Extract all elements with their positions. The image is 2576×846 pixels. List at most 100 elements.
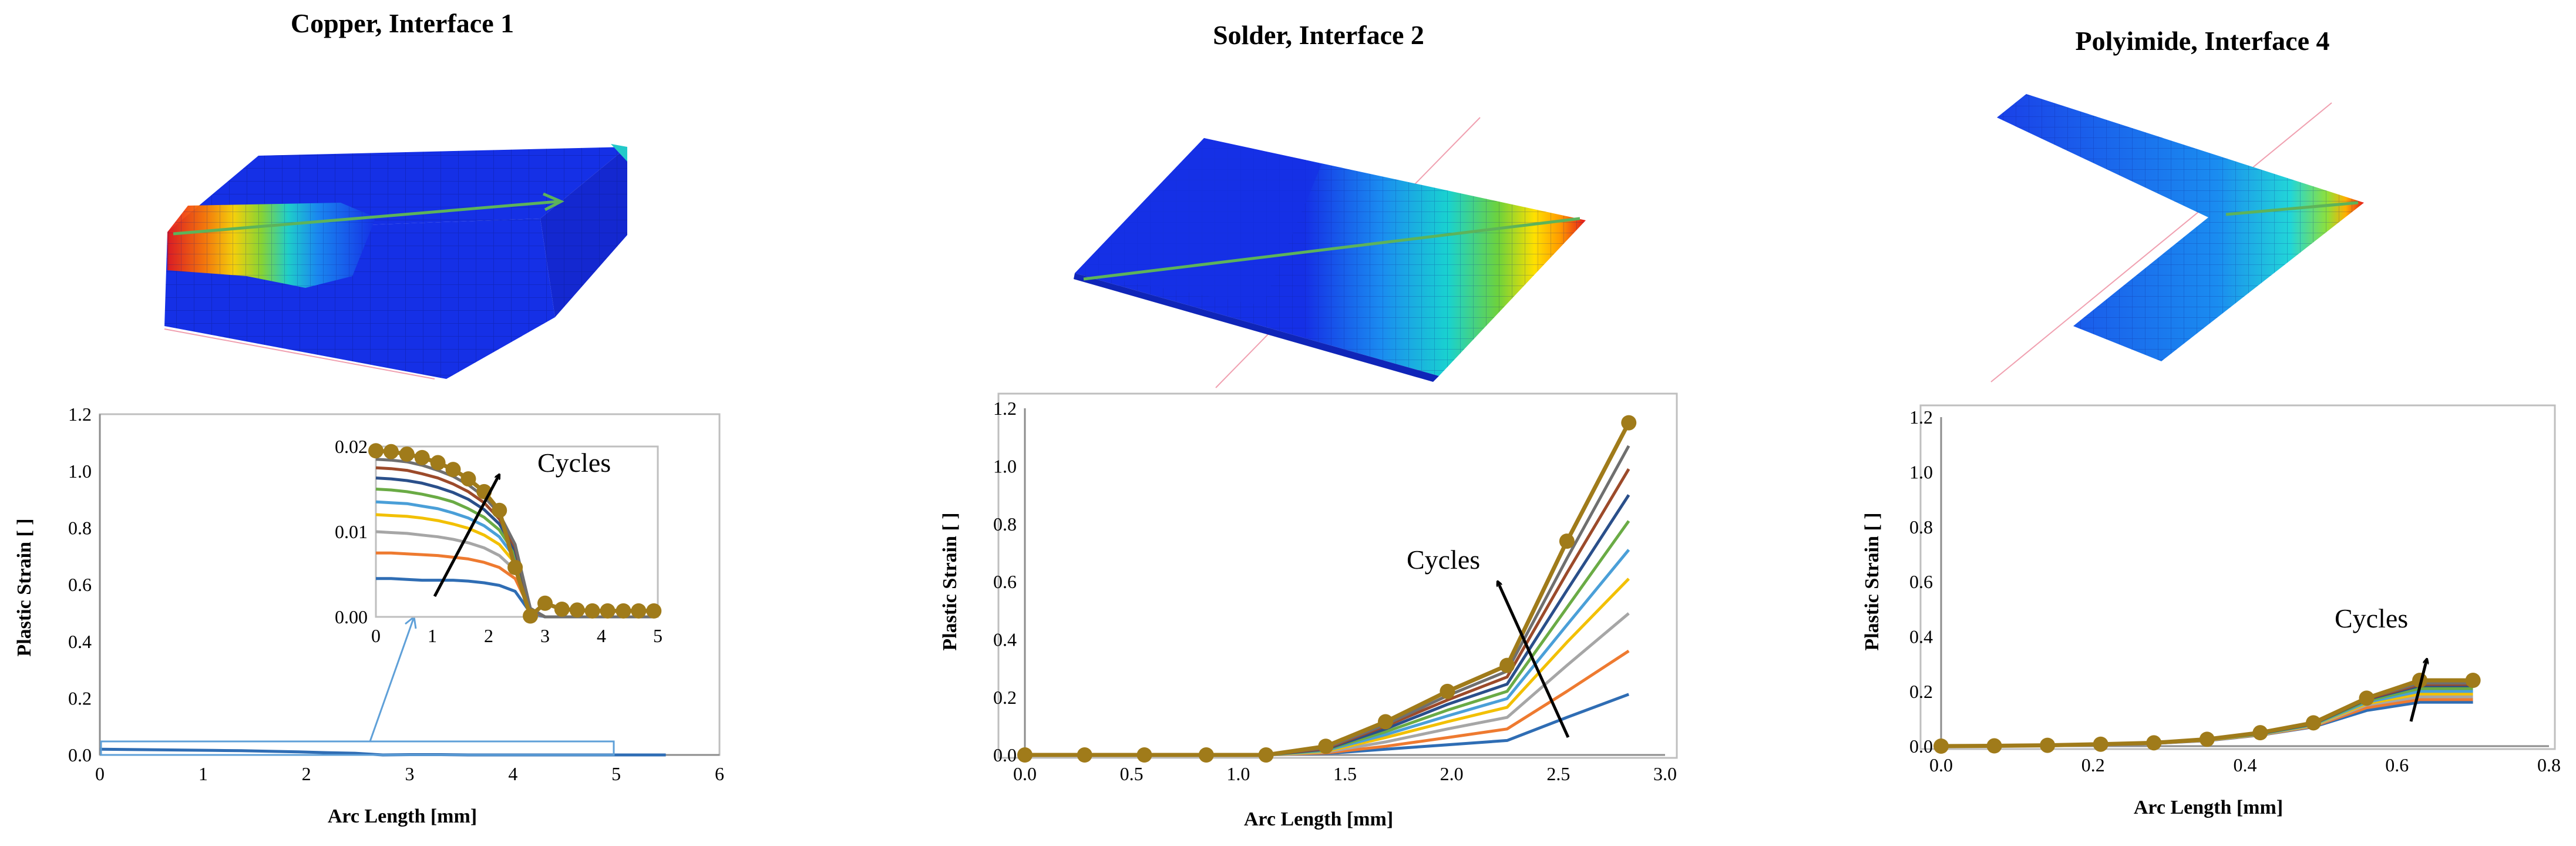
data-point xyxy=(414,449,430,465)
x-tick-label: 0.0 xyxy=(1929,754,1953,776)
x-tick-label: 2.5 xyxy=(1546,763,1570,784)
data-point xyxy=(507,559,523,575)
x-tick-label: 2 xyxy=(484,625,493,646)
x-axis-label: Arc Length [mm] xyxy=(1244,808,1393,830)
data-point xyxy=(537,595,553,611)
data-point xyxy=(383,444,399,459)
x-tick-label: 3 xyxy=(540,625,550,646)
x-tick-label: 1.5 xyxy=(1333,763,1357,784)
y-tick-label: 0.0 xyxy=(68,744,92,766)
chart-copper: 0.0 0.2 0.4 0.6 0.8 1.0 1.2 0 1 2 3 4 5 6 Plastic St… xyxy=(14,404,724,827)
zoom-region-box xyxy=(100,740,615,756)
x-tick-label: 1.0 xyxy=(1226,763,1250,784)
data-point xyxy=(1559,533,1575,549)
x-tick-label: 0.8 xyxy=(2537,754,2561,776)
y-tick-label: 1.2 xyxy=(68,404,92,425)
x-tick-label: 0.6 xyxy=(2385,754,2409,776)
data-point xyxy=(584,603,600,619)
panel-title-copper: Copper, Interface 1 xyxy=(291,8,514,38)
cycles-annotation: Cycles xyxy=(1407,545,1480,575)
cycles-arrow xyxy=(2409,659,2427,722)
x-tick-label: 3.0 xyxy=(1653,763,1677,784)
y-tick-label: 0.0 xyxy=(1909,736,1933,757)
data-point xyxy=(1258,747,1274,763)
data-point xyxy=(2093,736,2108,752)
y-tick-label: 0.01 xyxy=(335,521,368,542)
data-point xyxy=(616,603,631,619)
x-tick-label: 5 xyxy=(653,625,663,646)
y-tick-label: 0.6 xyxy=(68,574,92,595)
data-point xyxy=(2146,735,2162,751)
zoom-callout-line xyxy=(369,616,415,742)
data-point xyxy=(1440,683,1455,699)
y-axis-label: Plastic Strain [ ] xyxy=(14,518,35,656)
x-tick-label: 1 xyxy=(199,763,208,784)
y-tick-label: 1.2 xyxy=(993,398,1017,419)
cycles-annotation: Cycles xyxy=(2335,603,2408,633)
data-point xyxy=(1077,747,1092,763)
x-tick-label: 4 xyxy=(508,763,517,784)
data-point xyxy=(523,608,539,624)
solder-mesh-render xyxy=(1074,117,1586,388)
inset-cycles-annotation: Cycles xyxy=(537,448,611,478)
y-tick-label: 0.2 xyxy=(993,687,1017,708)
data-point xyxy=(1378,714,1394,730)
y-tick-label: 0.2 xyxy=(68,688,92,709)
x-tick-label: 0.0 xyxy=(1013,763,1037,784)
x-tick-label: 0 xyxy=(95,763,105,784)
data-point xyxy=(1198,747,1214,763)
y-tick-label: 0.6 xyxy=(993,571,1017,592)
y-tick-label: 1.2 xyxy=(1909,407,1933,428)
y-tick-label: 0.4 xyxy=(993,629,1017,650)
y-tick-label: 0.4 xyxy=(68,631,92,652)
data-point xyxy=(1318,738,1334,754)
y-tick-label: 0.00 xyxy=(335,606,368,627)
x-tick-label: 2 xyxy=(302,763,311,784)
data-point xyxy=(399,446,415,462)
data-point xyxy=(2040,737,2056,753)
x-axis-label: Arc Length [mm] xyxy=(328,805,477,827)
y-tick-label: 0.02 xyxy=(335,436,368,457)
x-tick-label: 0.4 xyxy=(2234,754,2257,776)
data-point xyxy=(460,471,476,487)
chart-polyimide: 0.0 0.2 0.4 0.6 0.8 1.0 1.2 0.0 0.2 0.4 0.6 0.8 Pl… xyxy=(1861,404,2561,818)
x-tick-label: 0.2 xyxy=(2081,754,2105,776)
y-tick-label: 0.2 xyxy=(1909,681,1933,702)
y-tick-label: 0.8 xyxy=(68,518,92,539)
inset-cycles-arrow xyxy=(433,475,499,597)
data-point xyxy=(600,603,616,619)
panel-title-solder: Solder, Interface 2 xyxy=(1213,20,1424,50)
x-axis-label: Arc Length [mm] xyxy=(2134,797,2283,818)
data-point xyxy=(2199,731,2215,747)
data-point xyxy=(1933,738,1949,754)
cycles-arrow xyxy=(1498,582,1570,738)
x-tick-label: 4 xyxy=(597,625,606,646)
data-point xyxy=(445,462,461,478)
y-tick-label: 1.0 xyxy=(1909,462,1933,483)
x-tick-label: 2.0 xyxy=(1440,763,1464,784)
data-point xyxy=(1136,747,1152,763)
x-tick-label: 6 xyxy=(715,763,724,784)
panel-title-polyimide: Polyimide, Interface 4 xyxy=(2075,26,2329,56)
data-point xyxy=(2359,690,2375,706)
y-tick-label: 0.4 xyxy=(1909,626,1933,647)
x-tick-label: 0 xyxy=(371,625,381,646)
data-point xyxy=(1621,415,1637,431)
y-tick-label: 1.0 xyxy=(993,456,1017,477)
data-point xyxy=(631,603,647,619)
data-point xyxy=(368,443,384,459)
data-point xyxy=(1499,657,1515,673)
y-tick-label: 0.8 xyxy=(993,513,1017,535)
y-axis-label: Plastic Strain [ ] xyxy=(939,512,961,650)
y-tick-label: 0.6 xyxy=(1909,571,1933,592)
x-tick-label: 0.5 xyxy=(1120,763,1144,784)
y-tick-label: 0.8 xyxy=(1909,516,1933,538)
x-tick-label: 3 xyxy=(405,763,415,784)
y-tick-label: 0.0 xyxy=(993,744,1017,766)
data-point xyxy=(569,602,585,618)
copper-mesh-render xyxy=(164,144,627,380)
data-point xyxy=(1017,747,1033,763)
data-point xyxy=(554,601,570,617)
data-point xyxy=(430,455,446,471)
